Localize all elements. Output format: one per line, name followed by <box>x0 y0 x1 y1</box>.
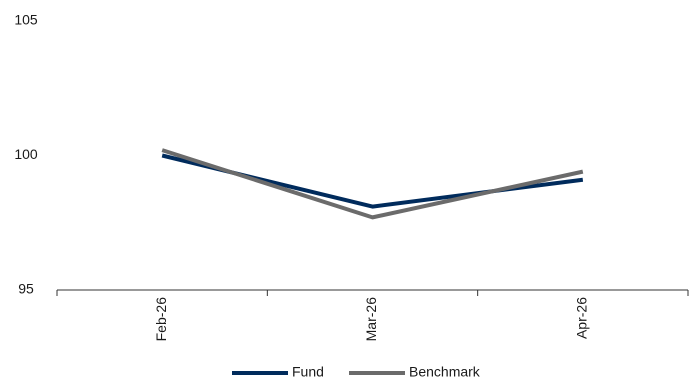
y-tick-label: 100 <box>14 146 38 162</box>
x-tick-label: Mar-26 <box>363 297 379 342</box>
y-axis-ticks: 95 100 105 <box>14 12 38 297</box>
x-tick-label: Feb-26 <box>153 297 169 342</box>
x-tick-label: Apr-26 <box>574 297 590 339</box>
legend-label-fund: Fund <box>292 364 324 380</box>
legend: Fund Benchmark <box>232 364 481 380</box>
y-tick-label: 105 <box>14 12 38 28</box>
series-lines <box>161 148 584 220</box>
legend-label-benchmark: Benchmark <box>409 364 481 380</box>
x-axis-ticks: Feb-26 Mar-26 Apr-26 <box>56 290 689 342</box>
series-line-benchmark <box>161 148 584 220</box>
y-tick-label: 95 <box>18 281 34 297</box>
series-line-fund <box>161 153 584 209</box>
